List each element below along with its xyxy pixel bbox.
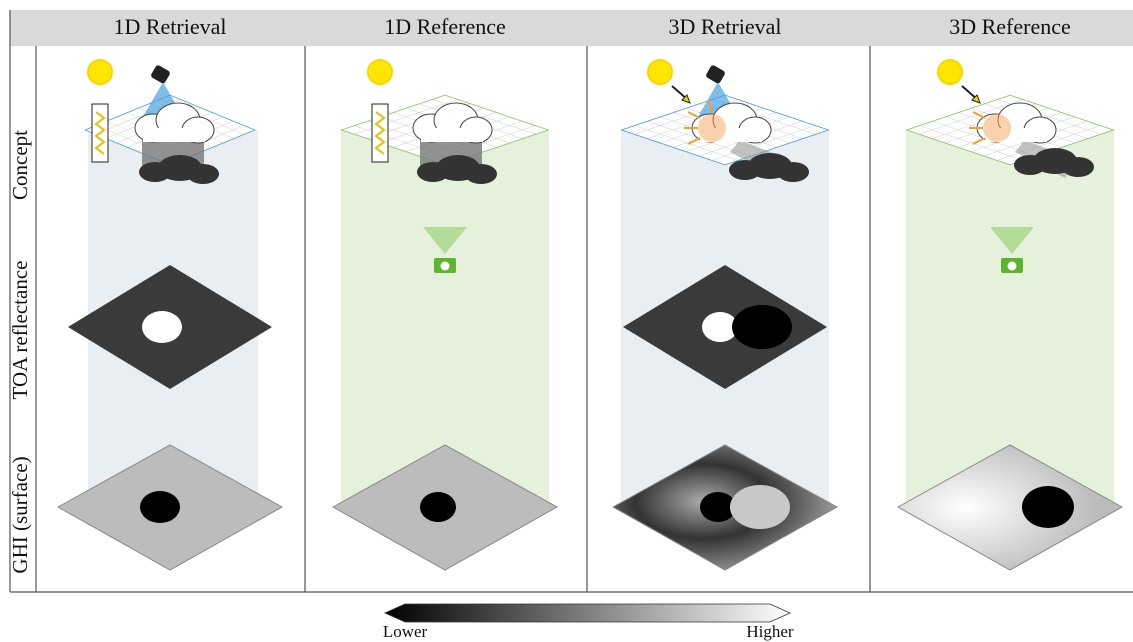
column-header: 1D Reference [384, 14, 506, 39]
row-labels: Concept TOA reflectance GHI (surface) [8, 130, 32, 574]
colorbar-label: Higher [746, 622, 794, 641]
concept-icons [87, 59, 1094, 273]
header-bar [10, 10, 1133, 46]
colorbar: Lower Higher [383, 603, 794, 641]
row-label: TOA reflectance [8, 261, 32, 400]
row-label: GHI (surface) [8, 456, 32, 573]
toa-maps [68, 265, 827, 389]
row-label: Concept [8, 130, 32, 200]
column-header: 3D Retrieval [668, 14, 781, 39]
colorbar-label: Lower [383, 622, 428, 641]
column-header: 3D Reference [949, 14, 1071, 39]
ghi-maps [56, 444, 1124, 571]
dividers [9, 10, 1133, 593]
column-header: 1D Retrieval [113, 14, 226, 39]
